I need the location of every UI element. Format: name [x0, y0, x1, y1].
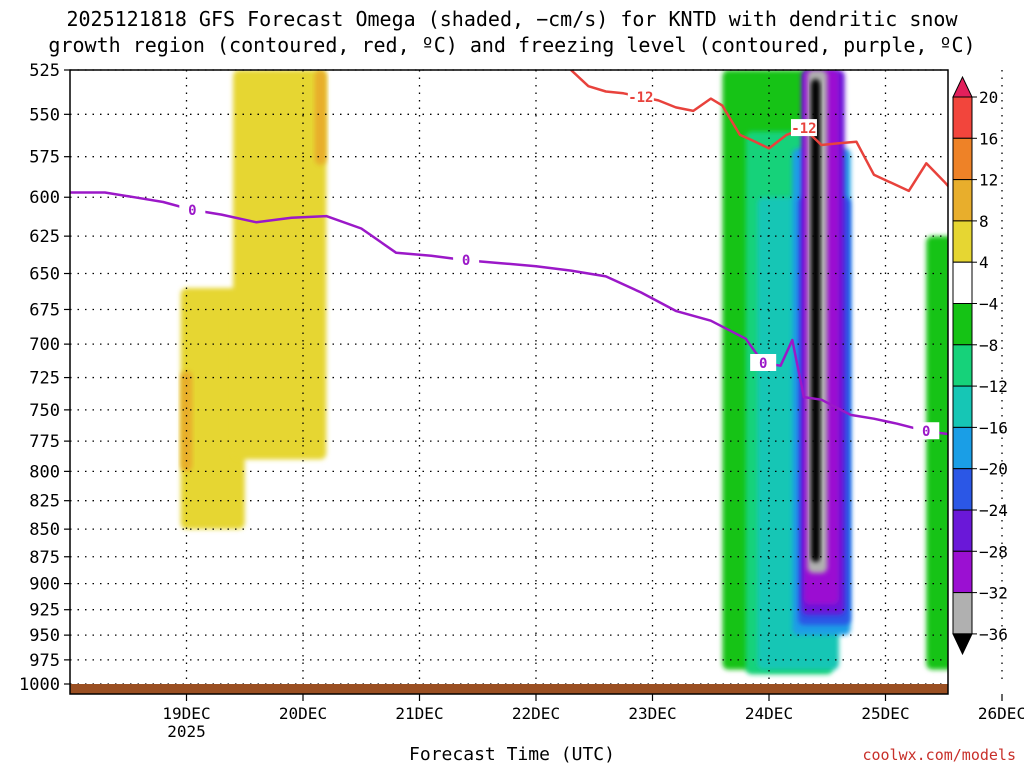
x-tick-year: 2025 — [167, 722, 206, 741]
contour-label-bg — [790, 119, 817, 137]
colorbar-label: 12 — [979, 171, 998, 190]
y-tick-label: 925 — [29, 601, 60, 621]
colorbar-bin — [952, 261, 973, 305]
contour-label: 0 — [922, 424, 930, 440]
colorbar-bin — [952, 550, 973, 594]
contour-label: -12 — [628, 90, 653, 106]
colorbar-label: −20 — [979, 460, 1008, 479]
colorbar-bin — [952, 303, 973, 346]
colorbar-label: −32 — [979, 584, 1008, 603]
colorbar: 20 16 12 8 4 −4 −8 −12 −16 −20 −24 −28 −32 −36 — [952, 75, 1008, 656]
colorbar-label: −28 — [979, 542, 1008, 561]
x-tick-label: 22DEC — [512, 704, 560, 723]
y-tick-label: 625 — [29, 227, 60, 247]
contour-label-bg — [179, 200, 206, 218]
colorbar-bin — [952, 96, 973, 139]
contour-label-bg — [453, 251, 480, 269]
y-tick-label: 1000 — [19, 675, 60, 695]
omega-shade-region — [314, 70, 327, 165]
colorbar-label: −4 — [979, 295, 998, 314]
omega-shade-region — [233, 70, 327, 460]
colorbar-bin — [952, 592, 973, 635]
colorbar-bin — [952, 220, 973, 263]
y-tick-label: 750 — [29, 401, 60, 421]
omega-shade-region — [810, 79, 821, 563]
colorbar-bin — [952, 468, 973, 511]
y-tick-label: 600 — [29, 188, 60, 208]
contour-label: -12 — [791, 121, 816, 137]
colorbar-bin — [952, 344, 973, 387]
y-tick-label: 675 — [29, 300, 60, 320]
colorbar-label: −24 — [979, 501, 1008, 520]
omega-shade-region — [180, 288, 245, 530]
x-tick-label: 25DEC — [861, 704, 909, 723]
x-tick-label: 23DEC — [628, 704, 676, 723]
omega-shade-region — [180, 370, 193, 472]
chart-title-line2: growth region (contoured, red, ºC) and f… — [48, 33, 976, 57]
contour-label-bg — [913, 422, 940, 440]
colorbar-label: −12 — [979, 377, 1008, 396]
colorbar-label: −8 — [979, 336, 998, 355]
y-tick-label: 775 — [29, 432, 60, 452]
contour-label: 0 — [759, 356, 767, 372]
y-tick-label: 850 — [29, 520, 60, 540]
x-tick-label: 24DEC — [745, 704, 793, 723]
y-tick-label: 525 — [29, 61, 60, 81]
contour-label: 0 — [188, 203, 196, 219]
y-tick-label: 550 — [29, 105, 60, 125]
chart-title-line1: 2025121818 GFS Forecast Omega (shaded, −… — [66, 7, 958, 31]
colorbar-cap-bottom — [952, 633, 973, 656]
plot-frame — [69, 69, 949, 695]
colorbar-bin — [952, 509, 973, 552]
x-tick-label: 21DEC — [395, 704, 443, 723]
y-tick-label: 700 — [29, 335, 60, 355]
omega-shade-region — [1008, 97, 1014, 197]
x-tick-label: 20DEC — [279, 704, 327, 723]
x-axis-label: Forecast Time (UTC) — [409, 744, 615, 765]
y-tick-label: 975 — [29, 651, 60, 671]
colorbar-label: −36 — [979, 625, 1008, 644]
x-tick-label: 26DEC — [978, 704, 1024, 723]
omega-shade-region — [926, 236, 948, 670]
contour-label-bg — [750, 353, 777, 371]
y-tick-label: 800 — [29, 462, 60, 482]
y-tick-label: 875 — [29, 548, 60, 568]
colorbar-label: 8 — [979, 212, 989, 231]
y-tick-label: 650 — [29, 265, 60, 285]
contour-label-bg — [627, 87, 654, 105]
y-tick-label: 950 — [29, 626, 60, 646]
colorbar-label: 16 — [979, 129, 998, 148]
colorbar-bin — [952, 426, 973, 470]
y-tick-label: 725 — [29, 369, 60, 389]
colorbar-bin — [952, 137, 973, 181]
x-tick-label: 19DEC — [162, 704, 210, 723]
y-tick-label: 575 — [29, 148, 60, 168]
credit-link[interactable]: coolwx.com/models — [862, 746, 1016, 764]
colorbar-bin — [952, 385, 973, 428]
y-axis: 525 550 575 600 625 650 675 700 725 750 775 800 825 8… — [19, 61, 70, 695]
contour-freezing-level — [70, 191, 948, 436]
colorbar-label: −16 — [979, 418, 1008, 437]
colorbar-label: 20 — [979, 88, 998, 107]
colorbar-cap-top — [952, 75, 973, 98]
contour-label: 0 — [462, 253, 470, 269]
terrain-strip — [70, 684, 948, 694]
colorbar-label: 4 — [979, 253, 989, 272]
y-tick-label: 900 — [29, 575, 60, 595]
colorbar-bin — [952, 179, 973, 222]
y-tick-label: 825 — [29, 492, 60, 512]
